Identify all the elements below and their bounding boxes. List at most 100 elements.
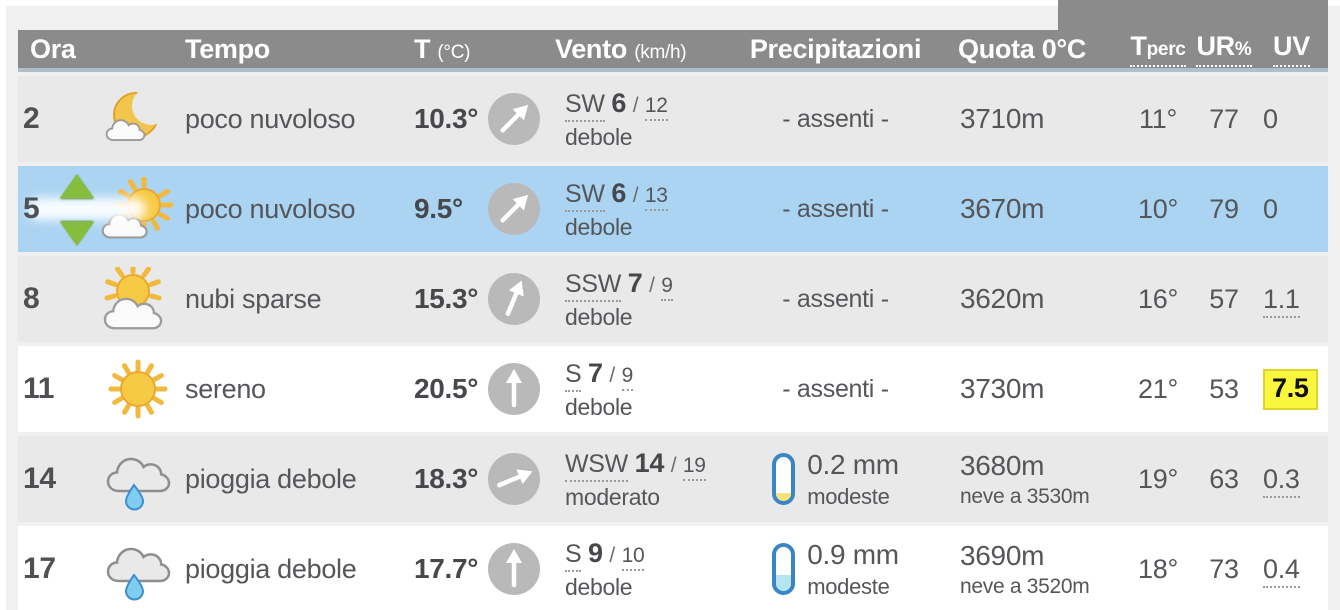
precipitation-cell: - assenti - (723, 375, 948, 404)
humidity-value: 57 (1209, 283, 1239, 314)
spinner-up-arrow-icon[interactable] (60, 174, 94, 198)
table-row[interactable]: 2 poco nuvoloso 10.3° SW 6 / 12 debole -… (18, 76, 1328, 162)
wind-speed-value: 6 (611, 87, 627, 118)
sun-icon (100, 357, 178, 421)
wind-direction-icon (488, 453, 540, 505)
precipitation-cell: - assenti - (723, 285, 948, 314)
freezing-level-cell: 3690m neve a 3520m (948, 540, 1123, 599)
table-header: Ora Tempo T (°C) Vento (km/h) Precipitaz… (18, 30, 1328, 68)
header-tperc[interactable]: Tperc (1130, 31, 1186, 67)
wind-strength-label: debole (565, 213, 633, 240)
wind-cell: SSW 7 / 9 debole (553, 268, 723, 331)
wind-speed-value: 6 (611, 177, 627, 208)
table-row[interactable]: 8 (18, 256, 1328, 342)
header-tempo: Tempo (185, 33, 270, 64)
wind-direction-label[interactable]: SW (565, 179, 605, 212)
sun-behind-cloud-icon (103, 267, 163, 330)
perceived-temp-value: 21° (1138, 373, 1178, 404)
temperature-value: 15.3° (414, 283, 479, 314)
wind-gust-value[interactable]: 19 (682, 453, 706, 481)
humidity-value: 73 (1209, 553, 1239, 584)
table-row[interactable]: 17 pioggia debole 17.7° S 9 / 10 debole (18, 526, 1328, 610)
precipitation-amount: 0.2 mm (807, 448, 899, 480)
wind-gust-value[interactable]: 12 (644, 93, 668, 121)
hour-label: 2 (23, 102, 40, 135)
freezing-level-cell: 3670m (948, 193, 1123, 225)
raindrop-icon (124, 483, 145, 511)
precipitation-intensity: modeste (807, 573, 890, 599)
table-row[interactable]: 14 pioggia debole 18.3° WSW 14 / 19 mode… (18, 436, 1328, 522)
wind-direction-icon (488, 543, 540, 595)
freezing-level-cell: 3730m (948, 373, 1123, 405)
precipitation-absent-label: - assenti - (782, 284, 889, 313)
freezing-level-value: 3690m (960, 539, 1045, 571)
wind-direction-icon (488, 273, 540, 325)
uv-value[interactable]: 0.3 (1263, 463, 1300, 498)
wind-cell: S 9 / 10 debole (553, 538, 723, 601)
freezing-level-value: 3730m (960, 373, 1045, 404)
hour-cell: 17 (18, 526, 95, 610)
wind-speed-value: 14 (634, 447, 665, 478)
uv-cell: 0.4 (1255, 553, 1328, 588)
wind-gust-value[interactable]: 13 (644, 183, 668, 211)
hour-cell: 14 (18, 436, 95, 522)
rain-cloud-icon (106, 457, 171, 511)
moon-cloud-icon (105, 87, 170, 142)
wind-direction-label[interactable]: SSW (565, 269, 621, 302)
top-right-tab[interactable] (1058, 0, 1328, 34)
humidity-value: 79 (1209, 193, 1239, 224)
conditions-label: pioggia debole (185, 553, 357, 584)
uv-value[interactable]: 1.1 (1263, 283, 1300, 318)
wind-gust-value[interactable]: 9 (621, 363, 633, 391)
wind-direction-label[interactable]: WSW (565, 449, 628, 482)
header-uv[interactable]: UV (1273, 31, 1310, 67)
sun-cloud-icon (101, 177, 178, 239)
precipitation-cell: - assenti - (723, 105, 948, 134)
spinner-down-arrow-icon[interactable] (60, 222, 94, 246)
weather-icon-cell (100, 537, 178, 601)
uv-value[interactable]: 0.4 (1263, 553, 1300, 588)
precip-gauge-icon (772, 453, 796, 505)
wind-gust-value[interactable]: 9 (661, 273, 673, 301)
uv-cell: 7.5 (1255, 368, 1328, 410)
conditions-label: sereno (185, 373, 266, 404)
wind-strength-label: debole (565, 573, 633, 600)
precipitation-cell: 0.9 mm modeste (723, 539, 948, 600)
weather-icon-cell (100, 447, 178, 511)
snow-level-value: neve a 3530m (960, 484, 1090, 508)
weather-icon-cell (100, 177, 178, 241)
raindrop-icon (124, 573, 145, 601)
wind-direction-label[interactable]: S (565, 539, 582, 572)
precipitation-intensity: modeste (807, 483, 890, 509)
wind-direction-label[interactable]: S (565, 359, 582, 392)
precip-gauge-icon (772, 543, 796, 595)
hour-label: 14 (23, 462, 56, 495)
wind-cell: WSW 14 / 19 moderato (553, 448, 723, 511)
uv-value: 0 (1263, 193, 1278, 224)
temperature-value: 18.3° (414, 463, 479, 494)
humidity-value: 63 (1209, 463, 1239, 494)
hour-label: 8 (23, 282, 40, 315)
snow-level-value: neve a 3520m (960, 574, 1090, 598)
wind-cell: S 7 / 9 debole (553, 358, 723, 421)
wind-speed-value: 9 (588, 537, 603, 568)
table-row-selected[interactable]: 5 (18, 166, 1328, 252)
perceived-temp-value: 16° (1138, 283, 1178, 314)
table-row[interactable]: 11 (18, 346, 1328, 432)
wind-strength-label: debole (565, 123, 633, 150)
wind-gust-value[interactable]: 10 (621, 543, 645, 571)
temperature-value: 10.3° (414, 103, 479, 134)
hour-cell: 2 (18, 76, 95, 162)
precipitation-absent-label: - assenti - (782, 194, 889, 223)
uv-value-highlighted[interactable]: 7.5 (1263, 368, 1318, 410)
uv-cell: 0 (1255, 104, 1328, 135)
wind-direction-icon (488, 93, 540, 145)
wind-direction-icon (488, 183, 540, 235)
header-vento: Vento (km/h) (555, 33, 687, 64)
wind-direction-label[interactable]: SW (565, 89, 605, 122)
hour-label: 5 (23, 192, 40, 225)
header-ur[interactable]: UR% (1196, 31, 1252, 67)
freezing-level-value: 3670m (960, 193, 1045, 224)
wind-strength-label: moderato (565, 483, 660, 510)
header-ora: Ora (30, 33, 76, 64)
